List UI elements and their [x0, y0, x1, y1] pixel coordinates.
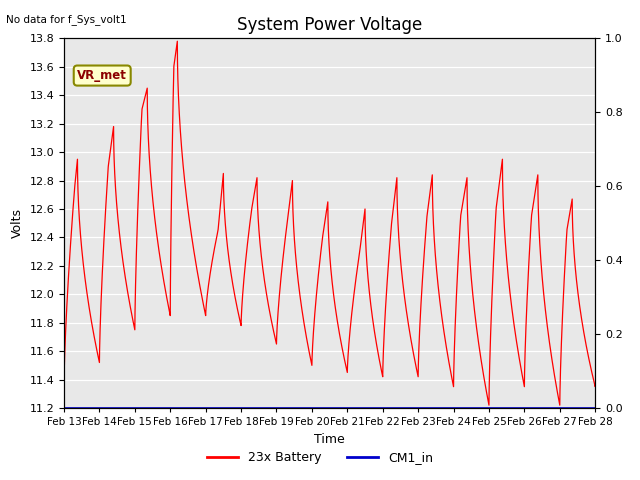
23x Battery	[450, 362, 458, 368]
23x Battery	[151, 218, 159, 224]
X-axis label: Time: Time	[314, 432, 345, 445]
Line: 23x Battery: 23x Battery	[64, 41, 627, 405]
23x Battery	[596, 289, 604, 295]
23x Battery	[485, 402, 493, 408]
23x Battery	[623, 384, 631, 390]
23x Battery	[173, 38, 181, 44]
23x Battery	[60, 381, 68, 387]
Y-axis label: Volts: Volts	[11, 208, 24, 238]
Legend: 23x Battery, CM1_in: 23x Battery, CM1_in	[202, 446, 438, 469]
Text: No data for f_Sys_volt1: No data for f_Sys_volt1	[6, 14, 127, 25]
Text: VR_met: VR_met	[77, 69, 127, 82]
23x Battery	[620, 369, 627, 375]
23x Battery	[267, 314, 275, 320]
23x Battery	[348, 313, 355, 319]
Title: System Power Voltage: System Power Voltage	[237, 16, 422, 34]
